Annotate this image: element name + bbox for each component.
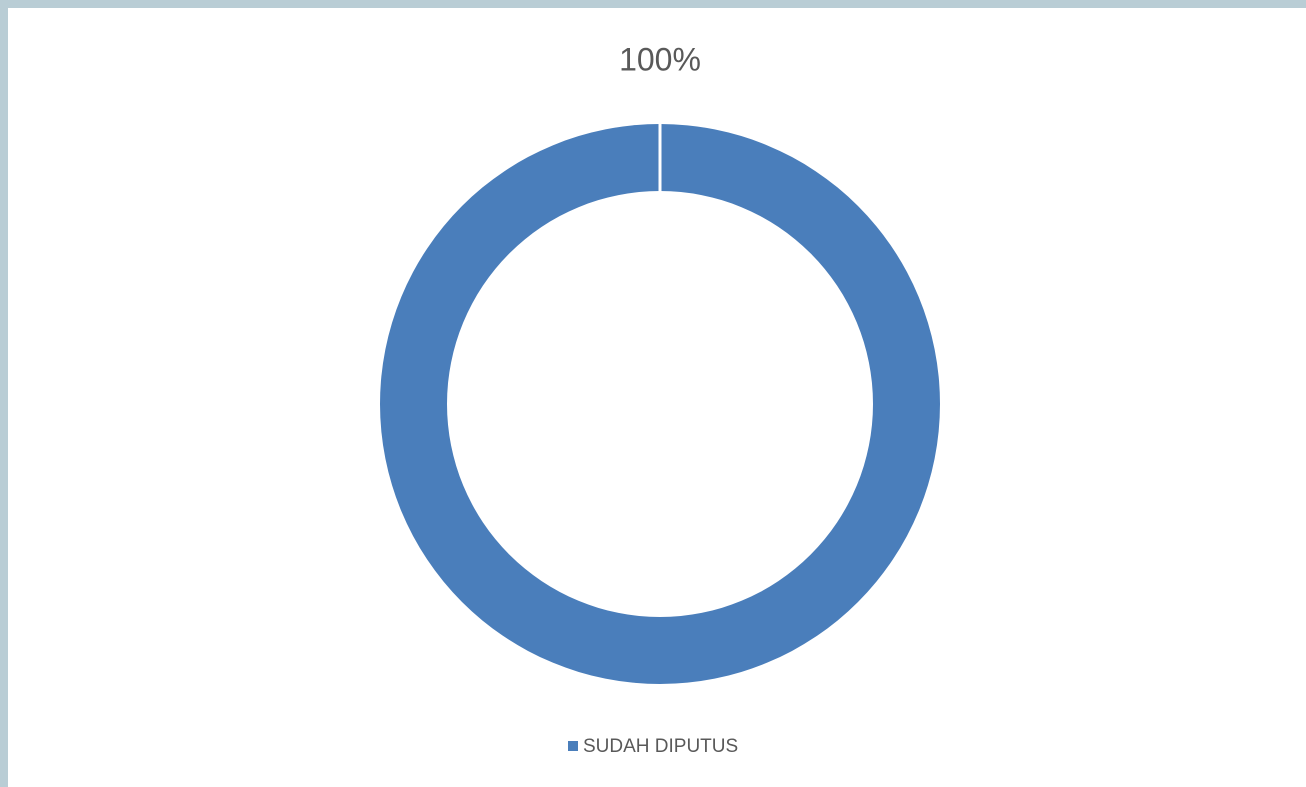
legend-swatch bbox=[568, 741, 578, 751]
legend-label: SUDAH DIPUTUS bbox=[583, 736, 738, 757]
data-label: 100% bbox=[619, 41, 701, 77]
